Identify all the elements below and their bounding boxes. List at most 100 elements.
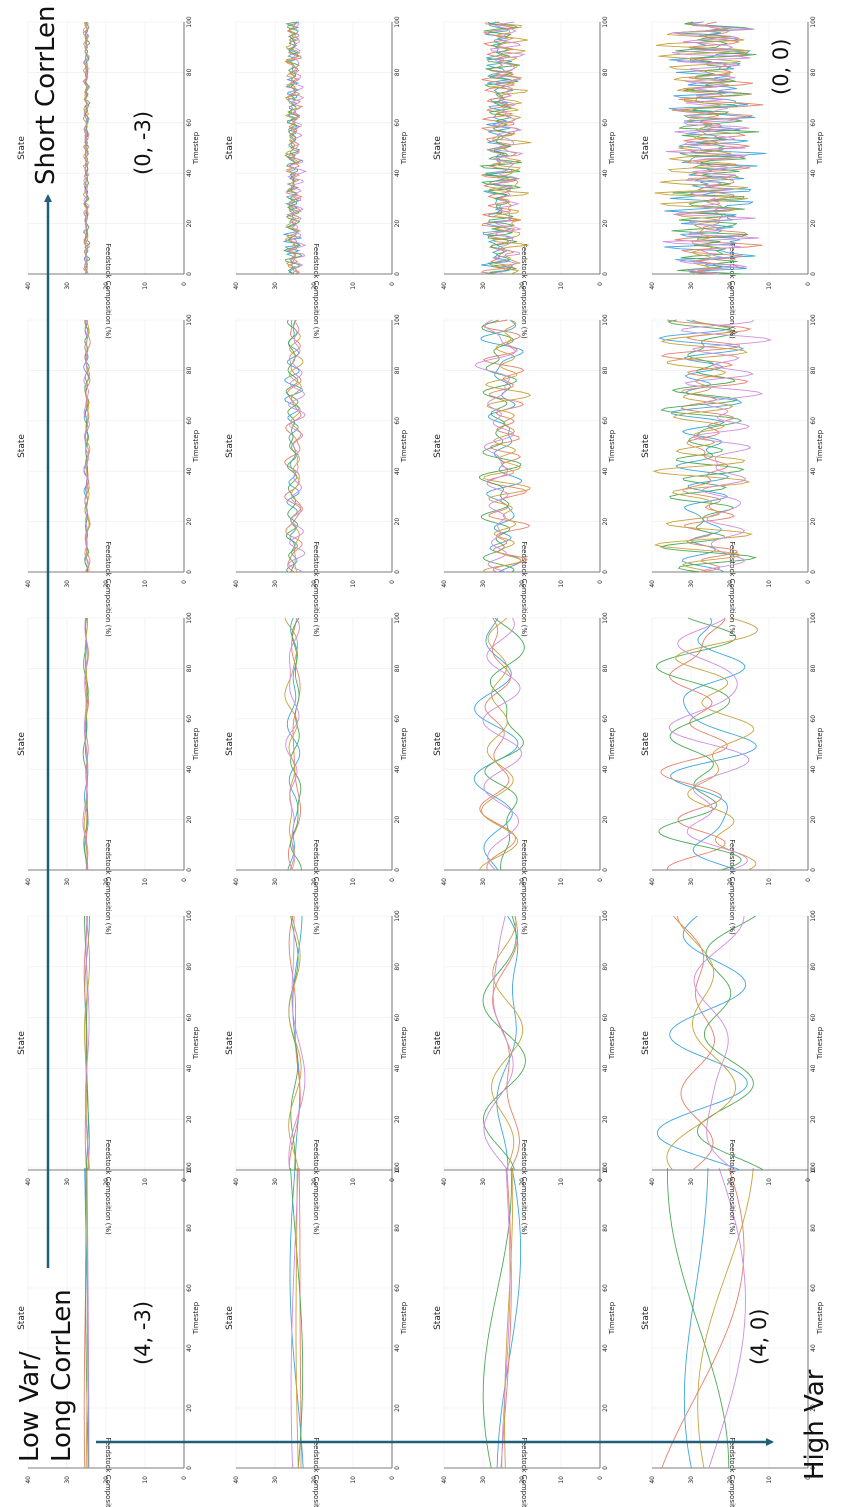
tick-label-value: 40 xyxy=(25,282,32,290)
panel-title: State xyxy=(641,1306,651,1330)
series-line xyxy=(85,1168,89,1469)
series-line xyxy=(298,1168,302,1468)
series-line xyxy=(655,617,742,871)
series-line xyxy=(284,617,299,871)
tick-label-value: 20 xyxy=(727,580,734,588)
tick-label-value: 40 xyxy=(25,1178,32,1186)
axis-title-timestep: Timestep xyxy=(192,727,200,761)
axis-title-value: Feedstock Composition (%) xyxy=(312,839,320,935)
tick-label-timestep: 100 xyxy=(602,314,609,326)
tick-label-timestep: 40 xyxy=(186,765,193,773)
tick-label-value: 40 xyxy=(441,282,448,290)
tick-label-timestep: 60 xyxy=(186,1284,193,1292)
tick-label-timestep: 0 xyxy=(394,570,401,574)
tick-label-value: 30 xyxy=(480,580,487,588)
tick-label-timestep: 80 xyxy=(186,1224,193,1232)
tick-label-value: 0 xyxy=(181,580,188,584)
tick-label-value: 10 xyxy=(350,1178,357,1186)
tick-label-value: 0 xyxy=(597,878,604,882)
axis-title-value: Feedstock Composition (%) xyxy=(312,1139,320,1235)
tick-label-timestep: 0 xyxy=(186,570,193,574)
tick-label-timestep: 20 xyxy=(186,518,193,526)
tick-label-timestep: 20 xyxy=(602,518,609,526)
tick-label-timestep: 20 xyxy=(810,518,817,526)
series-line xyxy=(479,617,518,871)
panel-title: State xyxy=(17,732,27,756)
series-line xyxy=(484,617,525,871)
tick-label-timestep: 80 xyxy=(602,366,609,374)
tick-label-timestep: 20 xyxy=(186,1115,193,1123)
series-line xyxy=(83,21,90,275)
tick-label-value: 10 xyxy=(766,878,773,886)
tick-label-value: 30 xyxy=(480,878,487,886)
tick-label-timestep: 80 xyxy=(394,1224,401,1232)
tick-label-value: 30 xyxy=(272,1476,279,1484)
tick-label-value: 20 xyxy=(727,1178,734,1186)
series-line xyxy=(697,1167,754,1469)
tick-label-timestep: 60 xyxy=(602,1014,609,1022)
series-line xyxy=(496,1167,522,1469)
corner-label-4-0: (4, 0) xyxy=(747,1309,771,1365)
axis-title-value: Feedstock Composition (%) xyxy=(104,1139,112,1235)
panel-r3-c2: 0 10 20 30 40 0 20 40 60 80 100 Feedstock Compositi… xyxy=(641,612,824,935)
axis-title-timestep: Timestep xyxy=(816,429,824,463)
tick-label-value: 10 xyxy=(142,878,149,886)
axis-title-timestep: Timestep xyxy=(192,1301,200,1335)
tick-label-timestep: 100 xyxy=(602,1162,609,1174)
tick-label-timestep: 80 xyxy=(602,664,609,672)
tick-label-value: 0 xyxy=(805,1476,812,1480)
tick-label-timestep: 20 xyxy=(602,1115,609,1123)
tick-label-value: 0 xyxy=(805,282,812,286)
tick-label-value: 30 xyxy=(64,580,71,588)
tick-label-value: 30 xyxy=(480,1476,487,1484)
tick-label-value: 30 xyxy=(64,1476,71,1484)
tick-label-timestep: 100 xyxy=(810,612,817,624)
tick-label-value: 20 xyxy=(103,1178,110,1186)
panel-title: State xyxy=(225,1306,235,1330)
tick-label-timestep: 80 xyxy=(810,1224,817,1232)
tick-label-timestep: 100 xyxy=(394,314,401,326)
tick-label-timestep: 20 xyxy=(602,220,609,228)
tick-label-value: 10 xyxy=(766,1476,773,1484)
tick-label-timestep: 60 xyxy=(810,417,817,425)
axis-title-value: Feedstock Composition (%) xyxy=(104,1437,112,1507)
axis-title-value: Feedstock Composition (%) xyxy=(728,541,736,637)
tick-label-timestep: 0 xyxy=(394,1168,401,1172)
tick-label-timestep: 40 xyxy=(186,1344,193,1352)
tick-label-value: 30 xyxy=(272,282,279,290)
tick-label-value: 0 xyxy=(389,878,396,882)
tick-label-value: 20 xyxy=(727,1476,734,1484)
tick-label-timestep: 0 xyxy=(602,1168,609,1172)
series-line xyxy=(287,319,306,573)
axis-title-timestep: Timestep xyxy=(608,131,616,165)
series-line xyxy=(479,21,522,275)
tick-label-value: 20 xyxy=(519,1178,526,1186)
series-line xyxy=(482,617,523,871)
series-line xyxy=(482,319,531,573)
tick-label-timestep: 100 xyxy=(810,910,817,922)
tick-label-timestep: 0 xyxy=(810,570,817,574)
series-line xyxy=(504,1168,514,1469)
axis-title-timestep: Timestep xyxy=(816,1026,824,1060)
tick-label-timestep: 60 xyxy=(810,1284,817,1292)
tick-label-timestep: 80 xyxy=(810,366,817,374)
series-line xyxy=(483,915,514,1171)
panel-r3-c3: 0 10 20 30 40 0 20 40 60 80 100 Feedstock Compositi… xyxy=(641,314,824,637)
tick-label-timestep: 40 xyxy=(394,1064,401,1072)
tick-label-timestep: 100 xyxy=(186,314,193,326)
tick-label-value: 10 xyxy=(350,878,357,886)
tick-label-value: 30 xyxy=(688,282,695,290)
tick-label-value: 10 xyxy=(350,282,357,290)
tick-label-timestep: 60 xyxy=(810,715,817,723)
tick-label-timestep: 80 xyxy=(810,68,817,76)
tick-label-timestep: 40 xyxy=(810,765,817,773)
series-line xyxy=(662,21,760,275)
axis-title-timestep: Timestep xyxy=(816,1301,824,1335)
tick-label-timestep: 40 xyxy=(394,1344,401,1352)
tick-label-timestep: 100 xyxy=(394,910,401,922)
panel-title: State xyxy=(225,1031,235,1055)
tick-label-value: 40 xyxy=(25,580,32,588)
series-line xyxy=(288,915,302,1171)
series-line xyxy=(661,1167,745,1469)
